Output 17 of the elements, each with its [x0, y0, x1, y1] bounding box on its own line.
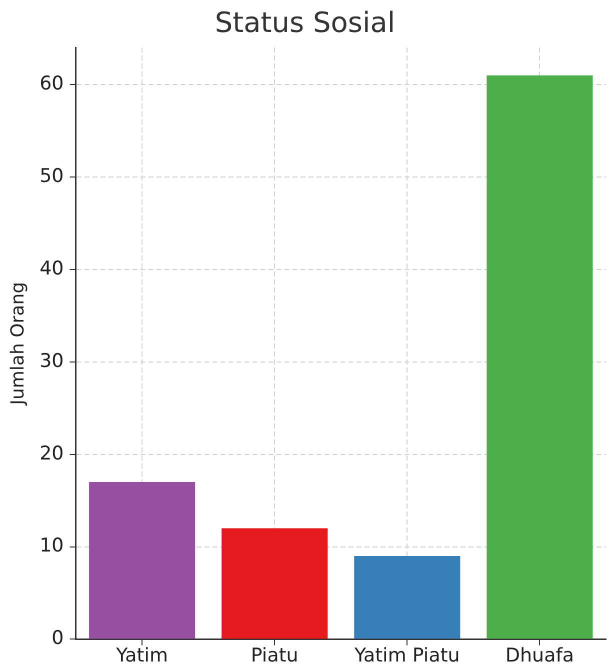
bar — [354, 556, 460, 639]
y-tick-label: 0 — [52, 627, 64, 650]
y-tick-label: 50 — [40, 164, 64, 187]
x-tick-label: Yatim — [115, 644, 168, 667]
y-tick-label: 20 — [40, 442, 64, 464]
y-axis-title: Jumlah Orang — [7, 282, 28, 406]
bar — [222, 528, 328, 639]
chart-title: Status Sosial — [214, 6, 396, 40]
bar — [89, 482, 196, 639]
y-tick-label: 10 — [40, 534, 64, 557]
x-tick-label: Dhuafa — [505, 644, 574, 667]
x-tick-label: Yatim Piatu — [353, 644, 460, 667]
y-tick-label: 30 — [40, 350, 64, 372]
x-tick-label: Piatu — [250, 644, 298, 667]
y-tick-label: 60 — [40, 72, 64, 95]
y-tick-label: 40 — [40, 257, 64, 280]
bar — [486, 75, 593, 639]
